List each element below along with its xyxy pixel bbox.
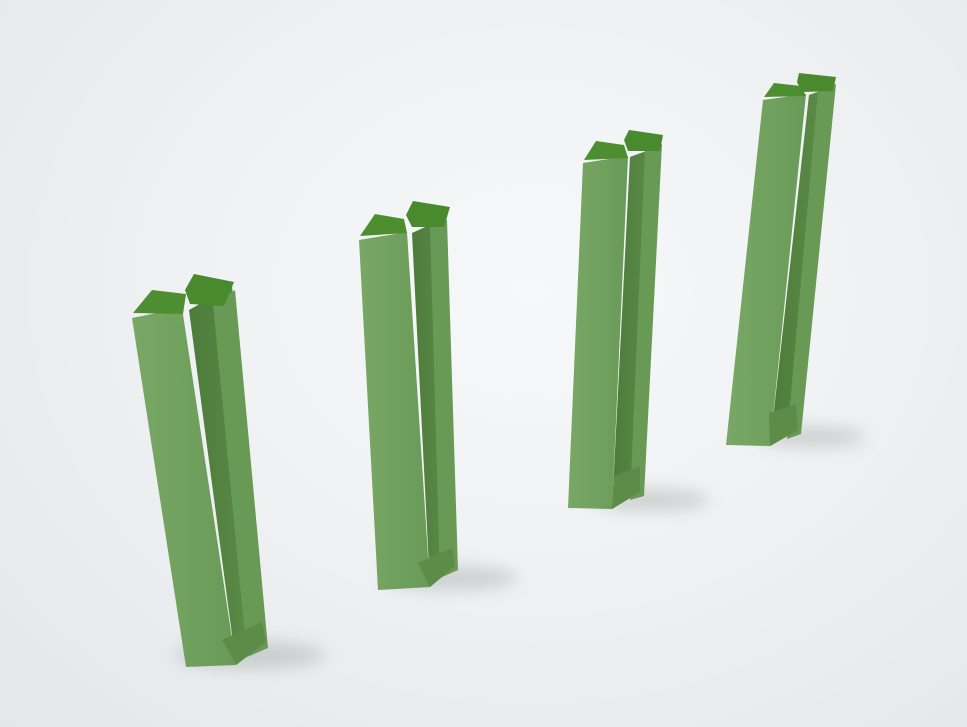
bike-post-1	[132, 274, 268, 667]
bike-post-4	[726, 73, 836, 446]
bike-post-2	[359, 201, 458, 590]
floor-shadows	[175, 427, 865, 669]
bike-post-3	[568, 130, 663, 509]
